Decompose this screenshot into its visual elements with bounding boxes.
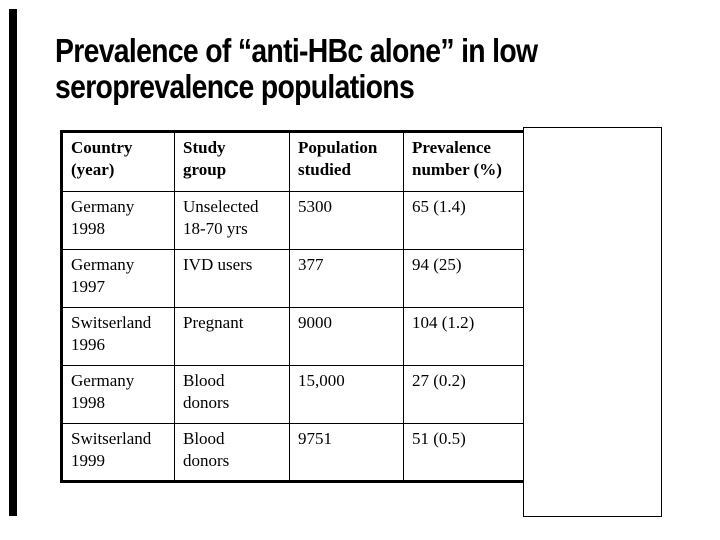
cell-line: Blood bbox=[183, 429, 225, 448]
cell-line: 9751 bbox=[298, 429, 332, 448]
table-cell: Pregnant bbox=[174, 307, 290, 366]
cell-line: Switserland bbox=[71, 313, 152, 332]
table-cell: 9000 bbox=[289, 307, 404, 366]
cell-line: (year) bbox=[71, 160, 115, 179]
table-cell: 27 (0.2) bbox=[403, 365, 524, 424]
cell-line: group bbox=[183, 160, 227, 179]
cell-line: Switserland bbox=[71, 429, 152, 448]
cell-line: 27 (0.2) bbox=[412, 371, 466, 390]
cell-line: studied bbox=[298, 160, 351, 179]
table-body: Germany 1998 Unselected 18-70 yrs 5300 65 (1.… bbox=[61, 191, 524, 482]
table-cell: 377 bbox=[289, 249, 404, 308]
cell-line: 15,000 bbox=[298, 371, 345, 390]
left-accent-bar bbox=[9, 9, 17, 516]
table-cell: 15,000 bbox=[289, 365, 404, 424]
table-cell: 94 (25) bbox=[403, 249, 524, 308]
cell-line: number (%) bbox=[412, 160, 502, 179]
prevalence-table: Country (year) Study group Population studied… bbox=[60, 130, 524, 483]
cell-line: 1996 bbox=[71, 335, 105, 354]
cell-line: 65 (1.4) bbox=[412, 197, 466, 216]
column-header: Population studied bbox=[289, 131, 404, 192]
cell-line: 1998 bbox=[71, 219, 105, 238]
table-cell: 65 (1.4) bbox=[403, 191, 524, 250]
table-row: Germany 1998 Unselected 18-70 yrs 5300 65 (1.… bbox=[61, 191, 524, 250]
cell-line: IVD users bbox=[183, 255, 253, 274]
cell-line: Prevalence bbox=[412, 138, 491, 157]
cell-line: 1997 bbox=[71, 277, 105, 296]
table-cell: IVD users bbox=[174, 249, 290, 308]
table-cell: Switserland 1999 bbox=[61, 423, 175, 482]
cell-line: donors bbox=[183, 451, 230, 470]
table-header-row: Country (year) Study group Population studied… bbox=[61, 131, 524, 192]
cell-line: 18-70 yrs bbox=[183, 219, 248, 238]
table-cell: Blood donors bbox=[174, 423, 290, 482]
table-row: Switserland 1996 Pregnant 9000 104 (1.2) bbox=[61, 307, 524, 366]
table-row: Switserland 1999 Blood donors 9751 51 (0.5) bbox=[61, 423, 524, 482]
cell-line: Population bbox=[298, 138, 378, 157]
blank-overlay-box bbox=[523, 127, 662, 517]
table-cell: 51 (0.5) bbox=[403, 423, 524, 482]
table-cell: Germany 1998 bbox=[61, 191, 175, 250]
table-container: Country (year) Study group Population studied… bbox=[60, 130, 524, 483]
column-header: Study group bbox=[174, 131, 290, 192]
cell-line: Country bbox=[71, 138, 133, 157]
cell-line: Unselected bbox=[183, 197, 259, 216]
cell-line: Blood bbox=[183, 371, 225, 390]
cell-line: 51 (0.5) bbox=[412, 429, 466, 448]
cell-line: Germany bbox=[71, 197, 135, 216]
column-header: Country (year) bbox=[61, 131, 175, 192]
cell-line: Germany bbox=[71, 371, 135, 390]
slide-title: Prevalence of “anti-HBc alone” in low se… bbox=[55, 32, 538, 105]
cell-line: 1998 bbox=[71, 393, 105, 412]
cell-line: 377 bbox=[298, 255, 324, 274]
table-row: Germany 1998 Blood donors 15,000 27 (0.2) bbox=[61, 365, 524, 424]
cell-line: 5300 bbox=[298, 197, 332, 216]
table-cell: Unselected 18-70 yrs bbox=[174, 191, 290, 250]
cell-line: Study bbox=[183, 138, 226, 157]
cell-line: 104 (1.2) bbox=[412, 313, 475, 332]
cell-line: Germany bbox=[71, 255, 135, 274]
table-cell: 104 (1.2) bbox=[403, 307, 524, 366]
table-cell: Blood donors bbox=[174, 365, 290, 424]
table-row: Germany 1997 IVD users 377 94 (25) bbox=[61, 249, 524, 308]
table-cell: 5300 bbox=[289, 191, 404, 250]
cell-line: 1999 bbox=[71, 451, 105, 470]
table-cell: 9751 bbox=[289, 423, 404, 482]
cell-line: donors bbox=[183, 393, 230, 412]
slide-title-line1: Prevalence of “anti-HBc alone” in low bbox=[55, 32, 538, 69]
table-cell: Germany 1997 bbox=[61, 249, 175, 308]
slide-title-line2: seroprevalence populations bbox=[55, 68, 415, 105]
column-header: Prevalence number (%) bbox=[403, 131, 524, 192]
table-cell: Switserland 1996 bbox=[61, 307, 175, 366]
table-cell: Germany 1998 bbox=[61, 365, 175, 424]
cell-line: 9000 bbox=[298, 313, 332, 332]
cell-line: Pregnant bbox=[183, 313, 244, 332]
cell-line: 94 (25) bbox=[412, 255, 462, 274]
